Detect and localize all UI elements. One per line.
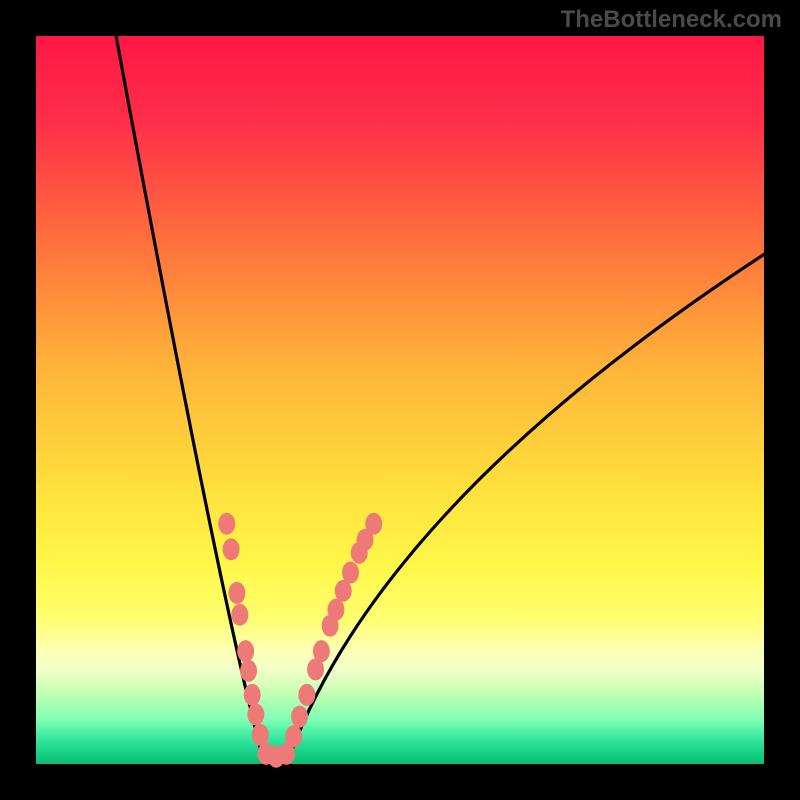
data-marker xyxy=(252,724,269,746)
data-marker xyxy=(247,703,264,725)
data-marker xyxy=(237,640,254,662)
data-marker xyxy=(298,684,315,706)
data-marker xyxy=(313,640,330,662)
data-marker xyxy=(218,513,235,535)
data-marker xyxy=(285,725,302,747)
data-marker xyxy=(231,604,248,626)
data-marker xyxy=(240,660,257,682)
data-marker xyxy=(244,684,261,706)
data-marker xyxy=(223,538,240,560)
data-marker xyxy=(342,562,359,584)
data-marker xyxy=(291,706,308,728)
watermark-text: TheBottleneck.com xyxy=(561,6,782,34)
bottleneck-curve xyxy=(291,254,764,753)
data-marker xyxy=(228,582,245,604)
curve-layer xyxy=(0,0,800,800)
chart-container: TheBottleneck.com xyxy=(0,0,800,800)
data-marker xyxy=(327,599,344,621)
data-marker xyxy=(365,513,382,535)
